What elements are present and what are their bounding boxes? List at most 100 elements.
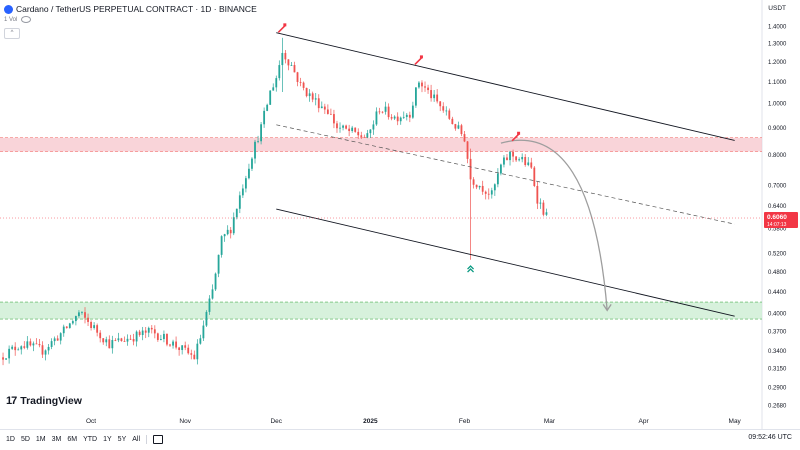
- trend-line-solid: [276, 32, 735, 141]
- candle-body: [147, 327, 150, 333]
- candle-body: [415, 87, 417, 106]
- candle-body: [490, 190, 493, 195]
- candle-body: [287, 59, 290, 66]
- candle-body: [117, 338, 120, 341]
- timeframe-all[interactable]: All: [132, 435, 141, 443]
- candle-body: [342, 125, 344, 128]
- candle-body: [442, 106, 445, 111]
- candle-body: [56, 338, 59, 341]
- candle-body: [175, 341, 177, 348]
- candle-body: [396, 116, 399, 122]
- candle-body: [418, 82, 420, 88]
- candle-body: [214, 273, 217, 290]
- candle-body: [469, 158, 472, 180]
- eye-icon[interactable]: [21, 16, 32, 23]
- candle-body: [436, 94, 439, 102]
- y-tick-label: 0.4800: [768, 270, 787, 276]
- candle-body: [439, 101, 442, 107]
- timeframe-5y[interactable]: 5Y: [117, 435, 127, 443]
- y-tick-label: 0.9000: [768, 126, 787, 132]
- candle-body: [59, 333, 62, 341]
- candle-body: [223, 234, 226, 237]
- candle-body: [205, 311, 208, 326]
- candle-body: [472, 179, 475, 185]
- candle-body: [2, 357, 4, 360]
- x-tick-label: May: [729, 418, 742, 425]
- candle-body: [339, 127, 341, 129]
- candle-body: [190, 353, 193, 355]
- x-tick-label: Mar: [544, 418, 556, 425]
- calendar-icon[interactable]: [153, 434, 164, 444]
- candle-body: [433, 94, 436, 99]
- collapse-button[interactable]: ^: [4, 28, 20, 39]
- timeframe-ytd[interactable]: YTD: [83, 435, 98, 443]
- utc-clock[interactable]: 09:52:46 UTC: [748, 434, 792, 441]
- candle-body: [487, 193, 490, 195]
- candle-body: [399, 117, 402, 122]
- candle-body: [445, 110, 448, 112]
- tradingview-logo: 17 TradingView: [6, 395, 82, 407]
- timeframe-6m[interactable]: 6M: [67, 435, 78, 443]
- candle-body: [269, 90, 272, 105]
- candle-body: [248, 168, 250, 179]
- candle-body: [178, 347, 181, 350]
- y-tick-label: 0.4000: [768, 312, 787, 318]
- candle-body: [448, 110, 451, 119]
- last-price-tag: [764, 212, 798, 229]
- timeframe-1m[interactable]: 1M: [35, 435, 46, 443]
- candle-body: [500, 164, 502, 174]
- candle-body: [475, 184, 478, 188]
- candle-body: [17, 349, 20, 351]
- candle-body: [226, 229, 229, 235]
- tradingview-icon: 17: [6, 395, 17, 407]
- candle-body: [293, 65, 296, 73]
- candle-body: [408, 114, 411, 118]
- candle-body: [135, 331, 138, 342]
- candle-body: [26, 341, 29, 348]
- y-tick-label: 0.3400: [768, 349, 787, 355]
- toolbar-divider: [146, 434, 148, 444]
- timeframe-1y[interactable]: 1Y: [103, 435, 112, 443]
- timeframe-5d[interactable]: 5D: [20, 435, 30, 443]
- y-tick-label: 1.3000: [768, 42, 787, 48]
- candle-body: [393, 116, 396, 119]
- candle-body: [111, 340, 114, 349]
- timeframe-1d[interactable]: 1D: [6, 435, 15, 443]
- candle-body: [108, 339, 111, 349]
- support-zone: [0, 302, 762, 320]
- candle-body: [153, 329, 156, 334]
- timeframe-3m[interactable]: 3M: [51, 435, 62, 443]
- x-tick-label: 2025: [363, 418, 378, 425]
- candle-body: [78, 312, 80, 317]
- candle-body: [496, 173, 499, 185]
- candle-body: [44, 350, 47, 355]
- projection-arrow: [500, 139, 608, 311]
- currency-label[interactable]: USDT: [768, 5, 786, 12]
- candle-body: [181, 345, 184, 350]
- candle-body: [41, 345, 44, 355]
- resistance-zone: [0, 137, 762, 152]
- y-tick-label: 1.2000: [768, 60, 787, 66]
- candle-body: [378, 111, 381, 113]
- y-tick-label: 0.5200: [768, 252, 787, 258]
- candle-body: [47, 346, 50, 351]
- candle-body: [62, 326, 65, 334]
- candle-body: [20, 346, 23, 350]
- sell-marker-head: [517, 131, 521, 135]
- symbol-title[interactable]: Cardano / TetherUS PERPETUAL CONTRACT · …: [16, 4, 257, 14]
- y-tick-label: 0.8000: [768, 153, 787, 159]
- candle-body: [375, 111, 378, 125]
- candle-body: [357, 131, 360, 136]
- candle-body: [363, 136, 366, 138]
- candle-body: [29, 341, 32, 346]
- candle-body: [156, 333, 159, 340]
- candle-body: [120, 338, 123, 342]
- candle-body: [387, 106, 390, 118]
- volume-label[interactable]: 1 Vol: [4, 16, 18, 23]
- candle-body: [166, 333, 168, 345]
- candle-body: [93, 325, 96, 329]
- y-tick-label: 1.0000: [768, 102, 787, 108]
- candle-body: [138, 331, 141, 336]
- candle-body: [202, 325, 205, 339]
